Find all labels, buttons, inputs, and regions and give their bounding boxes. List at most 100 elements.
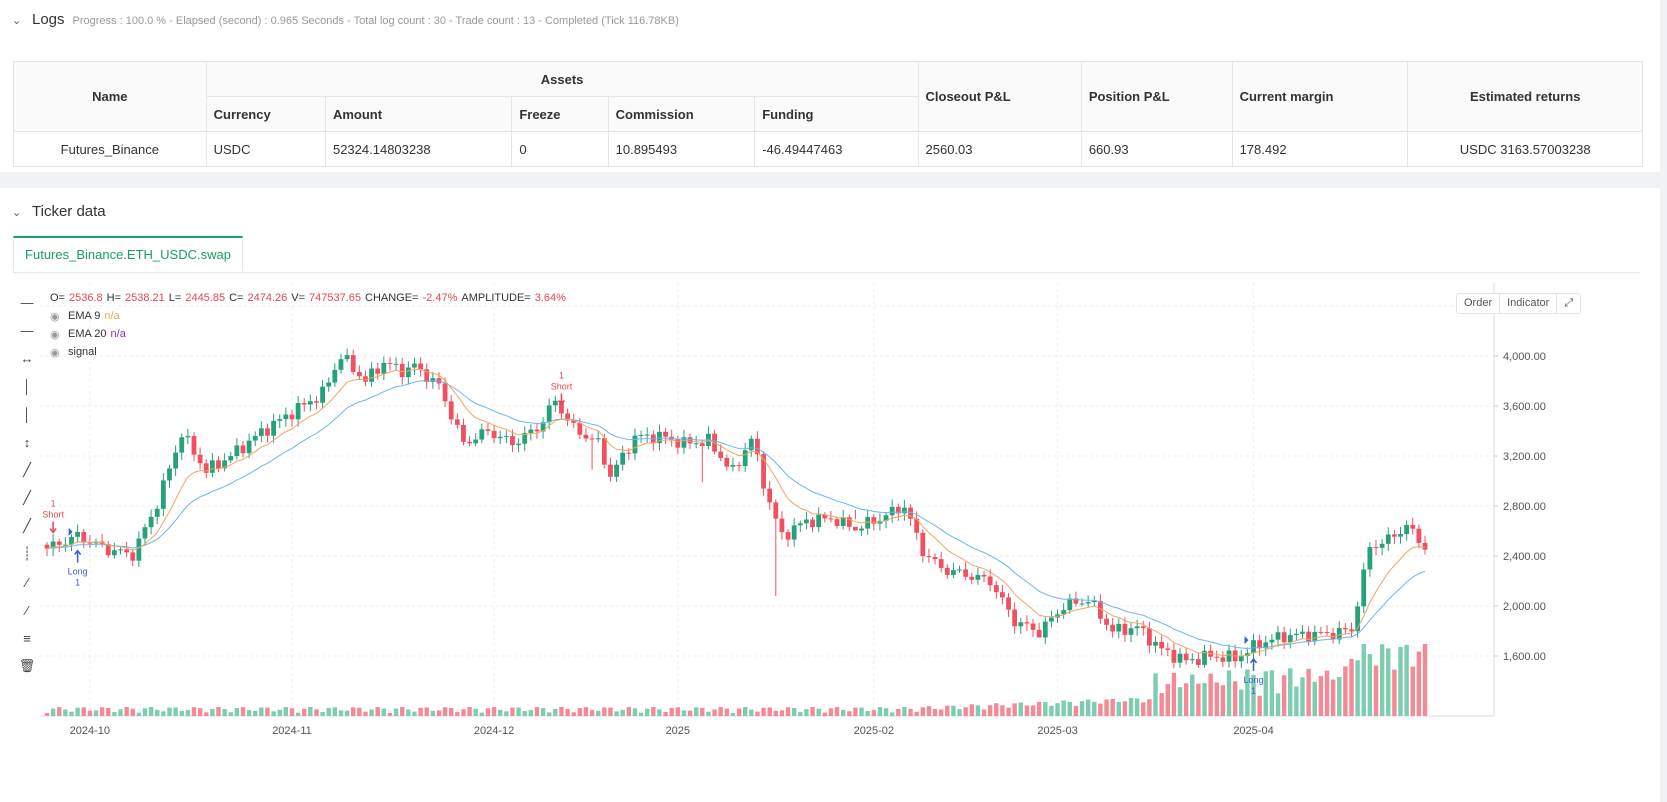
- volume-bar: [730, 712, 736, 716]
- y-tick-label: 3,600.00: [1503, 401, 1546, 413]
- volume-bar: [816, 708, 821, 716]
- candle-body: [1049, 617, 1054, 622]
- candle-body: [663, 431, 668, 437]
- candle-body: [748, 438, 754, 451]
- ray-line-icon[interactable]: ╱: [23, 490, 31, 505]
- vertical-line-icon[interactable]: │: [22, 406, 32, 422]
- candle-body: [1318, 631, 1324, 633]
- trend-line-icon[interactable]: ╱: [23, 462, 31, 477]
- candle-body: [1189, 659, 1195, 661]
- volume-bar: [583, 707, 589, 716]
- cell-closeout: 2560.03: [917, 131, 1082, 167]
- candle-body: [1312, 631, 1318, 642]
- long-arrow-icon: [1249, 657, 1258, 671]
- volume-bar: [1049, 705, 1054, 716]
- parallel-channel-icon[interactable]: ∕: [25, 574, 29, 590]
- indicator-button[interactable]: Indicator: [1500, 294, 1558, 313]
- volume-bar: [865, 711, 870, 716]
- candle-body: [56, 541, 62, 545]
- logs-header[interactable]: ⌄ Logs Progress : 100.0 % - Elapsed (sec…: [12, 11, 679, 28]
- ticker-title: Ticker data: [32, 203, 106, 220]
- legend-ema20[interactable]: ◉ EMA 20 n/a: [50, 325, 566, 343]
- legend-ema9[interactable]: ◉ EMA 9 n/a: [50, 307, 566, 325]
- volume-bar: [81, 707, 86, 716]
- candle-body: [1244, 653, 1250, 657]
- candle-body: [540, 422, 546, 432]
- volume-bar: [1245, 669, 1250, 716]
- volume-bar: [369, 709, 374, 716]
- short-label: Short: [551, 381, 573, 391]
- candle-body: [1128, 628, 1134, 635]
- volume-bar: [124, 707, 129, 716]
- vertical-segment-icon[interactable]: ↕: [23, 434, 31, 450]
- y-tick-label: 3,200.00: [1503, 451, 1546, 463]
- candle-body: [1024, 622, 1030, 624]
- candle-body: [252, 435, 258, 441]
- logs-panel: ⌄ Logs Progress : 100.0 % - Elapsed (sec…: [0, 0, 1660, 172]
- volume-bar: [75, 707, 80, 716]
- volume-bar: [1159, 693, 1164, 716]
- ticker-header[interactable]: ⌄ Ticker data: [12, 203, 106, 220]
- x-tick-label: 2024-12: [474, 725, 514, 737]
- volume-bar: [981, 709, 987, 716]
- volume-bar: [528, 710, 534, 716]
- vertical-ray-icon[interactable]: │: [22, 378, 32, 394]
- volume-bar: [197, 708, 203, 716]
- volume-bar: [724, 708, 730, 716]
- volume-bar: [1343, 666, 1348, 716]
- eye-icon[interactable]: ◉: [50, 328, 60, 341]
- tab-eth-usdc-swap[interactable]: Futures_Binance.ETH_USDC.swap: [13, 236, 243, 272]
- volume-bar: [736, 708, 742, 716]
- open-value: 2536.8: [68, 292, 103, 304]
- candlestick-chart[interactable]: 4,400.004,000.003,600.003,200.002,800.00…: [0, 188, 1660, 802]
- fibonacci-icon[interactable]: ≡: [23, 630, 31, 646]
- volume-bar: [559, 707, 564, 716]
- candle-body: [258, 428, 264, 436]
- volume-bar: [675, 707, 681, 716]
- volume-bar: [1361, 644, 1366, 716]
- eye-icon[interactable]: ◉: [50, 346, 60, 359]
- fib-channel-icon[interactable]: ∕: [25, 602, 29, 618]
- volume-bar: [1257, 695, 1262, 716]
- horizontal-ray-icon[interactable]: —: [20, 294, 34, 310]
- volume-bar: [773, 710, 779, 716]
- volume-bar: [142, 708, 148, 716]
- trash-icon[interactable]: 🗑: [18, 658, 36, 673]
- horizontal-line-icon[interactable]: —: [20, 322, 34, 338]
- candle-body: [1373, 547, 1379, 549]
- candle-body: [136, 538, 142, 561]
- fullscreen-icon[interactable]: ⤢: [1564, 297, 1574, 309]
- candle-body: [963, 569, 969, 577]
- order-button[interactable]: Order: [1457, 294, 1501, 313]
- th-commission: Commission: [607, 96, 756, 132]
- segment-icon[interactable]: ╱: [23, 518, 31, 533]
- volume-bar: [1073, 705, 1079, 716]
- volume-bar: [577, 708, 583, 716]
- legend-signal[interactable]: ◉ signal: [50, 343, 566, 361]
- candle-body: [1398, 534, 1403, 537]
- candle-body: [75, 531, 81, 537]
- candle-body: [326, 382, 332, 387]
- candle-body: [1110, 624, 1116, 632]
- candle-body: [1324, 631, 1330, 634]
- candle-body: [638, 434, 644, 436]
- candle-body: [363, 376, 368, 382]
- price-line-icon[interactable]: ┊: [23, 546, 31, 561]
- horizontal-segment-icon[interactable]: ↔: [20, 350, 34, 366]
- volume-bar: [1269, 670, 1275, 716]
- tab-divider: [13, 272, 1640, 273]
- cell-amount: 52324.14803238: [324, 131, 513, 167]
- volume-bar: [234, 708, 240, 716]
- short-count-label: 1: [51, 499, 56, 509]
- candle-body: [773, 502, 779, 519]
- volume-bar: [687, 710, 693, 716]
- x-tick-label: 2024-10: [70, 725, 110, 737]
- chevron-down-icon[interactable]: ⌄: [12, 15, 22, 27]
- candle-body: [528, 429, 534, 434]
- volume-bar: [1147, 699, 1152, 716]
- volume-bar: [283, 707, 289, 716]
- chevron-down-icon[interactable]: ⌄: [12, 207, 22, 219]
- eye-icon[interactable]: ◉: [50, 310, 60, 323]
- candle-body: [154, 508, 160, 517]
- cell-returns: USDC 3163.57003238: [1407, 131, 1643, 167]
